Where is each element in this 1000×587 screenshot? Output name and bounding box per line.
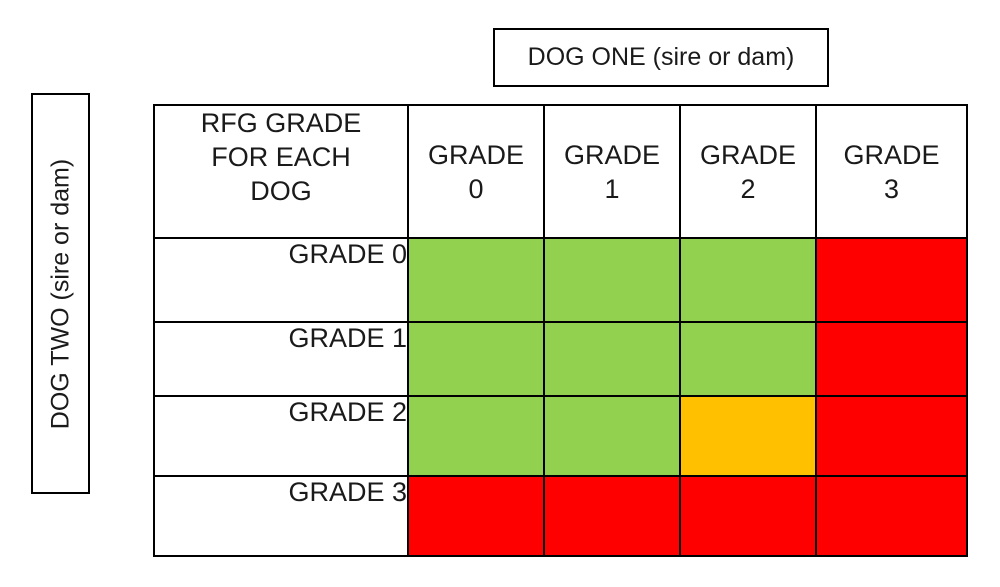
matrix-cell <box>407 237 545 323</box>
column-header-text: GRADE <box>699 139 797 170</box>
column-header-text: GRADE <box>427 139 525 170</box>
matrix-cell <box>815 237 968 323</box>
matrix-cell <box>815 321 968 397</box>
corner-line-3: DOG <box>250 176 312 206</box>
matrix-cell <box>679 395 817 477</box>
corner-line-1: RFG GRADE <box>200 108 362 138</box>
column-header-text: GRADE <box>843 139 940 170</box>
matrix-cell <box>679 475 817 557</box>
column-header-grade-1: GRADE 1 <box>543 104 681 239</box>
column-header-number: 0 <box>468 173 484 204</box>
dog-one-label: DOG ONE (sire or dam) <box>493 28 829 87</box>
matrix-cell <box>407 475 545 557</box>
column-header-grade-0: GRADE 0 <box>407 104 545 239</box>
matrix-cell <box>679 321 817 397</box>
column-header-grade-3: GRADE 3 <box>815 104 968 239</box>
column-header-number: 2 <box>740 173 756 204</box>
dog-two-label-text: DOG TWO (sire or dam) <box>46 158 74 429</box>
matrix-cell <box>815 475 968 557</box>
matrix-cell <box>815 395 968 477</box>
row-header-grade-3: GRADE 3 <box>153 475 409 557</box>
matrix-cell <box>543 321 681 397</box>
matrix-row-grade-0: GRADE 0 <box>153 237 968 323</box>
column-header-number: 3 <box>883 173 900 204</box>
column-header-text: GRADE <box>563 139 661 170</box>
row-header-grade-1: GRADE 1 <box>153 321 409 397</box>
dog-one-label-text: DOG ONE (sire or dam) <box>527 43 795 71</box>
column-header-grade-2: GRADE 2 <box>679 104 817 239</box>
column-header-number: 1 <box>604 173 620 204</box>
matrix-cell <box>679 237 817 323</box>
dog-two-label: DOG TWO (sire or dam) <box>31 93 90 494</box>
header-row: RFG GRADE FOR EACH DOG GRADE 0 GRADE 1 G… <box>153 104 968 239</box>
row-header-grade-0: GRADE 0 <box>153 237 409 323</box>
matrix-cell <box>543 395 681 477</box>
matrix-row-grade-1: GRADE 1 <box>153 321 968 397</box>
matrix-cell <box>543 237 681 323</box>
matrix-cell <box>407 395 545 477</box>
matrix-cell <box>543 475 681 557</box>
corner-header: RFG GRADE FOR EACH DOG <box>153 104 409 239</box>
matrix-cell <box>407 321 545 397</box>
matrix-row-grade-3: GRADE 3 <box>153 475 968 557</box>
corner-line-2: FOR EACH <box>211 142 351 172</box>
row-header-grade-2: GRADE 2 <box>153 395 409 477</box>
matrix-row-grade-2: GRADE 2 <box>153 395 968 477</box>
breeding-grade-matrix: RFG GRADE FOR EACH DOG GRADE 0 GRADE 1 G… <box>153 104 968 557</box>
